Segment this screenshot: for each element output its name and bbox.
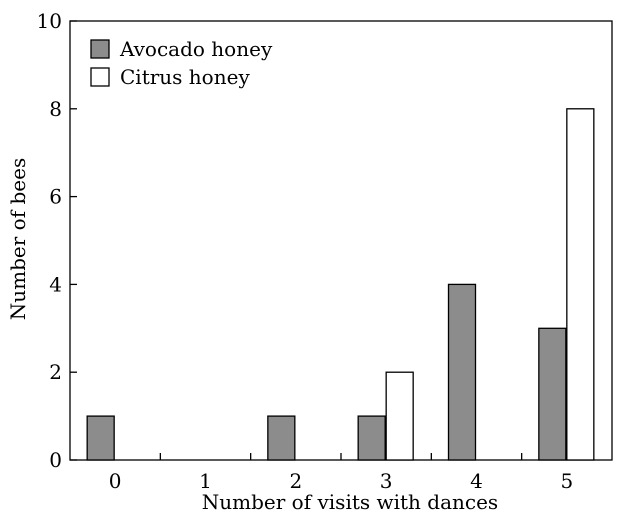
y-tick-label: 6 bbox=[49, 185, 62, 209]
y-axis-label: Number of bees bbox=[6, 158, 30, 320]
avocado-bar-5 bbox=[538, 327, 567, 461]
y-tick-label: 0 bbox=[49, 448, 62, 472]
avocado-bar-0 bbox=[86, 415, 115, 461]
x-tick-label: 1 bbox=[199, 469, 212, 493]
legend-swatch-avocado bbox=[90, 39, 110, 59]
legend-swatch-citrus bbox=[90, 67, 110, 87]
y-tick-label: 2 bbox=[49, 360, 62, 384]
avocado-bar-4 bbox=[447, 283, 477, 461]
avocado-bar-2 bbox=[267, 415, 296, 461]
x-tick-label: 3 bbox=[380, 469, 393, 493]
citrus-bar-3 bbox=[385, 371, 414, 461]
legend-label-citrus: Citrus honey bbox=[120, 65, 250, 89]
x-tick-label: 5 bbox=[560, 469, 573, 493]
y-tick-label: 8 bbox=[49, 97, 62, 121]
x-tick-label: 2 bbox=[289, 469, 302, 493]
x-tick-label: 0 bbox=[109, 469, 122, 493]
y-ticks: 0 2 4 6 8 10 bbox=[37, 9, 77, 472]
y-tick-label: 4 bbox=[49, 272, 62, 296]
x-ticks: 0 1 2 3 4 5 bbox=[109, 453, 573, 493]
citrus-bar-5 bbox=[566, 108, 595, 461]
y-tick-label: 10 bbox=[37, 9, 62, 33]
legend: Avocado honey Citrus honey bbox=[90, 37, 273, 89]
bars bbox=[86, 108, 595, 461]
x-tick-label: 4 bbox=[470, 469, 483, 493]
x-axis-label: Number of visits with dances bbox=[202, 490, 498, 514]
avocado-bar-3 bbox=[357, 415, 386, 461]
legend-label-avocado: Avocado honey bbox=[119, 37, 273, 61]
